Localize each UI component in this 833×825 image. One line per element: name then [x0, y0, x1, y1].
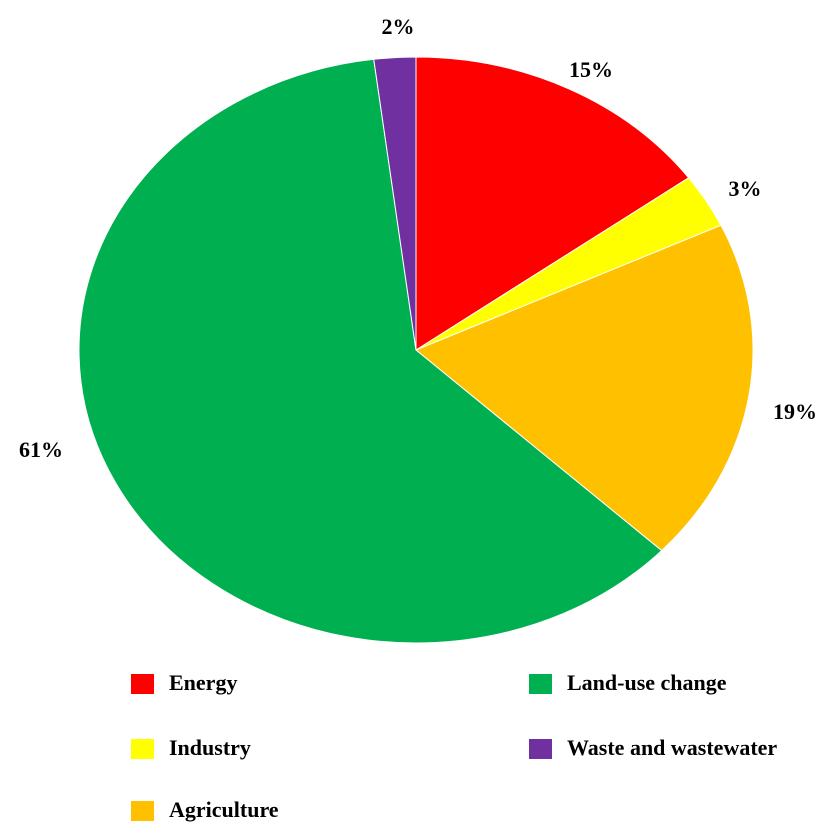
pie-label-land-use-change: 61% [19, 437, 63, 462]
legend-item-energy: Energy [131, 670, 237, 695]
legend-label-agriculture: Agriculture [169, 797, 279, 822]
legend-item-industry: Industry [131, 735, 251, 760]
pie-label-energy: 15% [569, 57, 613, 82]
legend-swatch-energy [131, 674, 154, 694]
legend-swatch-industry [131, 739, 154, 759]
legend-label-land-use-change: Land-use change [567, 670, 727, 695]
pie-slice-waste-and-wastewater [373, 56, 417, 351]
pie-slice-land-use-change [78, 58, 663, 644]
legend-label-energy: Energy [169, 670, 237, 695]
legend-swatch-waste-and-wastewater [529, 739, 552, 759]
legend-swatch-land-use-change [529, 674, 552, 694]
legend-swatch-agriculture [131, 801, 154, 821]
pie-slice-agriculture [415, 224, 754, 552]
pie-label-waste-and-wastewater: 2% [382, 14, 415, 39]
pie-slice-energy [415, 56, 690, 351]
pie-labels: 15% 3% 19% 61% 2% [19, 14, 817, 462]
legend-item-waste-and-wastewater: Waste and wastewater [529, 735, 777, 760]
legend-item-land-use-change: Land-use change [529, 670, 727, 695]
pie-label-industry: 3% [729, 176, 762, 201]
pie-slices [78, 56, 754, 644]
pie-label-agriculture: 19% [773, 399, 817, 424]
legend-label-industry: Industry [169, 735, 251, 760]
legend-label-waste-and-wastewater: Waste and wastewater [567, 735, 777, 760]
legend-item-agriculture: Agriculture [131, 797, 279, 822]
legend: Energy Industry Agriculture Land-use change… [131, 670, 777, 822]
